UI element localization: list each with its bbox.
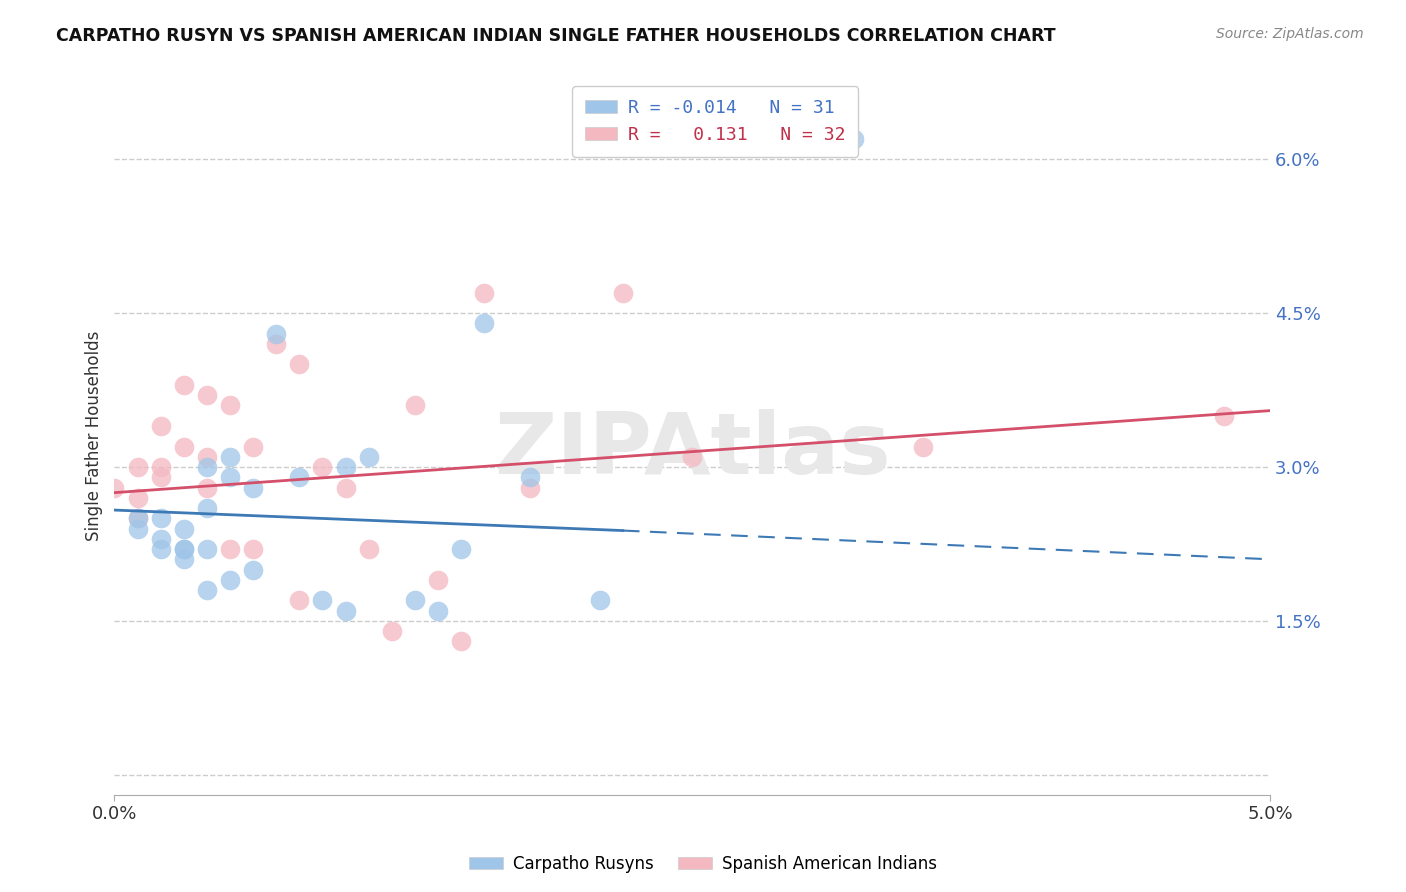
Point bbox=[149, 511, 172, 525]
Point bbox=[149, 532, 172, 546]
Point bbox=[127, 460, 149, 475]
Point bbox=[426, 603, 449, 617]
Point bbox=[288, 358, 311, 372]
Legend: R = -0.014   N = 31, R =   0.131   N = 32: R = -0.014 N = 31, R = 0.131 N = 32 bbox=[572, 87, 858, 157]
Point bbox=[173, 552, 195, 566]
Point bbox=[219, 573, 242, 587]
Point bbox=[681, 450, 703, 464]
Point bbox=[149, 460, 172, 475]
Point bbox=[195, 450, 218, 464]
Point bbox=[288, 593, 311, 607]
Point bbox=[127, 522, 149, 536]
Point bbox=[219, 470, 242, 484]
Point bbox=[195, 460, 218, 475]
Point bbox=[450, 541, 472, 556]
Point bbox=[219, 450, 242, 464]
Point bbox=[426, 573, 449, 587]
Point bbox=[242, 541, 264, 556]
Point bbox=[242, 562, 264, 576]
Point bbox=[195, 541, 218, 556]
Point bbox=[173, 541, 195, 556]
Point bbox=[311, 460, 333, 475]
Point bbox=[519, 481, 541, 495]
Legend: Carpatho Rusyns, Spanish American Indians: Carpatho Rusyns, Spanish American Indian… bbox=[463, 848, 943, 880]
Point bbox=[127, 511, 149, 525]
Point bbox=[149, 470, 172, 484]
Point bbox=[173, 378, 195, 392]
Point bbox=[335, 603, 357, 617]
Point bbox=[195, 388, 218, 402]
Point bbox=[357, 450, 380, 464]
Point bbox=[335, 481, 357, 495]
Point bbox=[335, 460, 357, 475]
Point bbox=[127, 511, 149, 525]
Point bbox=[173, 522, 195, 536]
Point bbox=[195, 501, 218, 516]
Point bbox=[472, 317, 495, 331]
Point bbox=[219, 399, 242, 413]
Text: CARPATHO RUSYN VS SPANISH AMERICAN INDIAN SINGLE FATHER HOUSEHOLDS CORRELATION C: CARPATHO RUSYN VS SPANISH AMERICAN INDIA… bbox=[56, 27, 1056, 45]
Point bbox=[311, 593, 333, 607]
Point bbox=[242, 481, 264, 495]
Point bbox=[842, 132, 865, 146]
Y-axis label: Single Father Households: Single Father Households bbox=[86, 331, 103, 541]
Point bbox=[1212, 409, 1234, 423]
Point bbox=[450, 634, 472, 648]
Point bbox=[472, 285, 495, 300]
Point bbox=[404, 399, 426, 413]
Point bbox=[589, 593, 612, 607]
Point bbox=[404, 593, 426, 607]
Point bbox=[103, 481, 125, 495]
Point bbox=[127, 491, 149, 505]
Point bbox=[519, 470, 541, 484]
Point bbox=[264, 337, 287, 351]
Point bbox=[219, 541, 242, 556]
Point bbox=[242, 440, 264, 454]
Point bbox=[195, 481, 218, 495]
Point bbox=[195, 582, 218, 597]
Text: ZIPAtlas: ZIPAtlas bbox=[494, 409, 890, 492]
Point bbox=[381, 624, 404, 638]
Point bbox=[149, 419, 172, 434]
Point bbox=[357, 541, 380, 556]
Point bbox=[173, 440, 195, 454]
Point bbox=[264, 326, 287, 341]
Point bbox=[612, 285, 634, 300]
Point bbox=[173, 541, 195, 556]
Point bbox=[149, 541, 172, 556]
Point bbox=[912, 440, 935, 454]
Point bbox=[288, 470, 311, 484]
Text: Source: ZipAtlas.com: Source: ZipAtlas.com bbox=[1216, 27, 1364, 41]
